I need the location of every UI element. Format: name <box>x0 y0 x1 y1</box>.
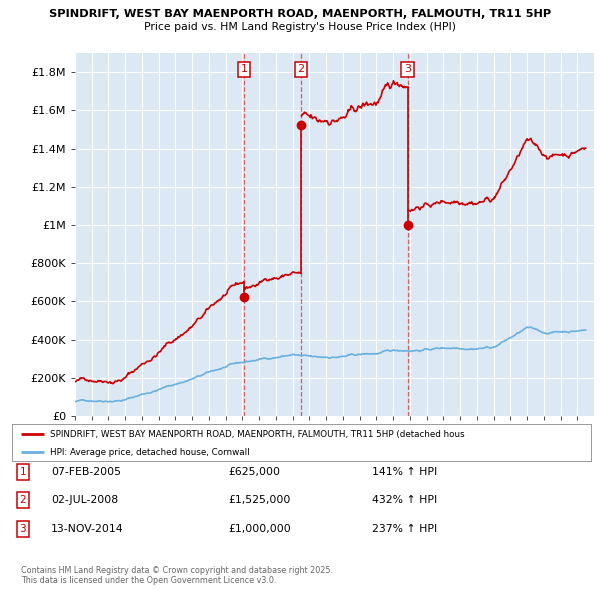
Text: 237% ↑ HPI: 237% ↑ HPI <box>372 524 437 533</box>
Text: 2: 2 <box>19 496 26 505</box>
Text: £1,525,000: £1,525,000 <box>228 496 290 505</box>
Text: £625,000: £625,000 <box>228 467 280 477</box>
Text: SPINDRIFT, WEST BAY MAENPORTH ROAD, MAENPORTH, FALMOUTH, TR11 5HP (detached hous: SPINDRIFT, WEST BAY MAENPORTH ROAD, MAEN… <box>50 430 464 439</box>
Text: 432% ↑ HPI: 432% ↑ HPI <box>372 496 437 505</box>
Text: Price paid vs. HM Land Registry's House Price Index (HPI): Price paid vs. HM Land Registry's House … <box>144 22 456 32</box>
Text: SPINDRIFT, WEST BAY MAENPORTH ROAD, MAENPORTH, FALMOUTH, TR11 5HP: SPINDRIFT, WEST BAY MAENPORTH ROAD, MAEN… <box>49 9 551 19</box>
Text: 2: 2 <box>298 64 305 74</box>
Text: 3: 3 <box>404 64 411 74</box>
Text: £1,000,000: £1,000,000 <box>228 524 291 533</box>
Text: 02-JUL-2008: 02-JUL-2008 <box>51 496 118 505</box>
Text: 13-NOV-2014: 13-NOV-2014 <box>51 524 124 533</box>
Text: 1: 1 <box>19 467 26 477</box>
Text: Contains HM Land Registry data © Crown copyright and database right 2025.
This d: Contains HM Land Registry data © Crown c… <box>21 566 333 585</box>
Text: 141% ↑ HPI: 141% ↑ HPI <box>372 467 437 477</box>
Text: 3: 3 <box>19 524 26 533</box>
Text: HPI: Average price, detached house, Cornwall: HPI: Average price, detached house, Corn… <box>50 448 249 457</box>
Text: 07-FEB-2005: 07-FEB-2005 <box>51 467 121 477</box>
Text: 1: 1 <box>241 64 248 74</box>
